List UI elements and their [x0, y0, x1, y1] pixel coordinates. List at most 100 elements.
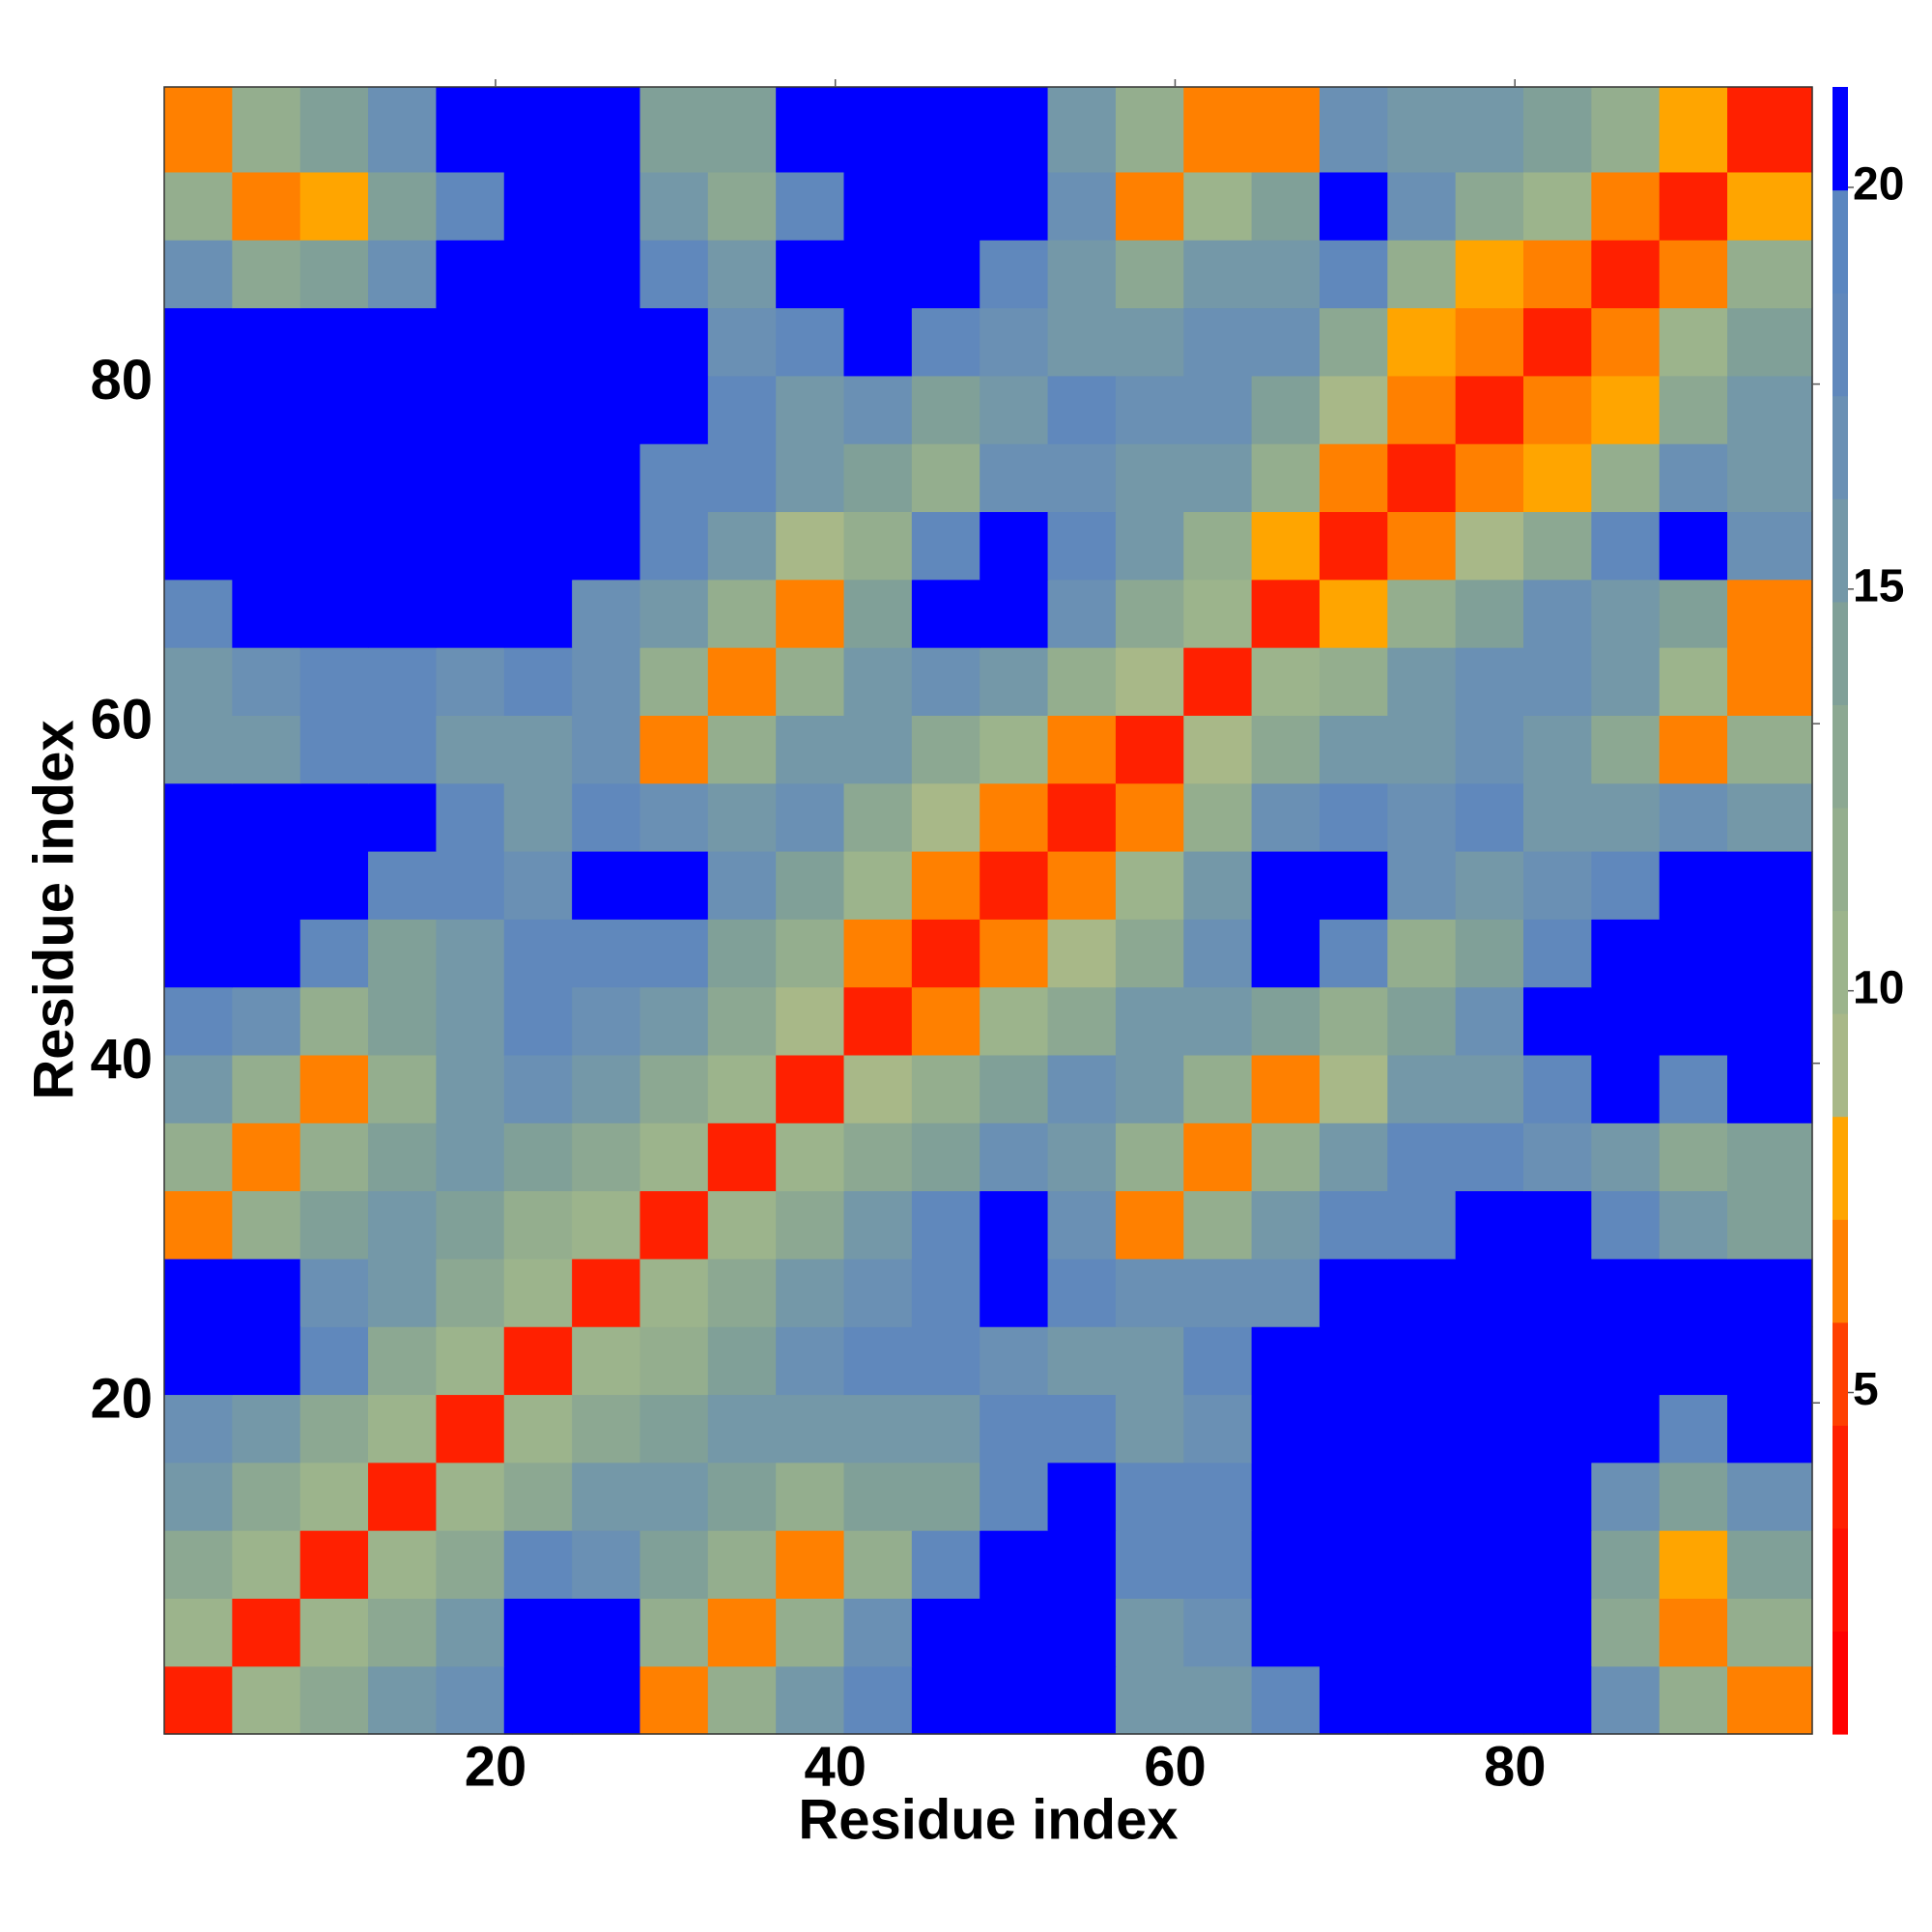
- heatmap-cell: [1319, 307, 1388, 377]
- heatmap-cell: [776, 171, 845, 241]
- heatmap-cell: [1183, 375, 1253, 444]
- heatmap-cell: [911, 579, 980, 648]
- heatmap-cell: [1319, 782, 1388, 852]
- heatmap-cell: [368, 511, 438, 581]
- heatmap-cell: [980, 1054, 1049, 1123]
- colorbar-segment: [1833, 1321, 1848, 1426]
- heatmap-cell: [368, 1326, 438, 1396]
- heatmap-cell: [911, 1462, 980, 1531]
- heatmap-cell: [1523, 1530, 1592, 1599]
- heatmap-cell: [1115, 579, 1184, 648]
- heatmap-cell: [1659, 1665, 1728, 1735]
- heatmap-cell: [1387, 1598, 1457, 1667]
- heatmap-cell: [776, 87, 845, 173]
- heatmap-cell: [776, 647, 845, 716]
- heatmap-cell: [232, 1326, 301, 1396]
- heatmap-cell: [1047, 443, 1117, 513]
- heatmap-cell: [776, 511, 845, 581]
- colorbar-segment: [1833, 1116, 1848, 1220]
- colorbar-segment: [1833, 807, 1848, 912]
- heatmap-cell: [1387, 87, 1457, 173]
- heatmap-cell: [1659, 443, 1728, 513]
- heatmap-cell: [572, 1598, 641, 1667]
- heatmap-cell: [1659, 1326, 1728, 1396]
- heatmap-cell: [1727, 919, 1813, 988]
- heatmap-cell: [843, 1394, 913, 1463]
- heatmap-cell: [368, 307, 438, 377]
- colorbar-tick-label: 5: [1853, 1364, 1879, 1415]
- heatmap-cell: [843, 1462, 913, 1531]
- heatmap-cell: [368, 1394, 438, 1463]
- heatmap-cell: [1727, 240, 1813, 309]
- heatmap-cell: [639, 919, 709, 988]
- heatmap-cell: [1047, 715, 1117, 784]
- heatmap-cell: [164, 511, 233, 581]
- heatmap-cell: [1659, 1190, 1728, 1260]
- heatmap-cell: [164, 375, 233, 444]
- heatmap-cell: [1727, 1054, 1813, 1123]
- heatmap-cell: [572, 240, 641, 309]
- heatmap-cell: [572, 715, 641, 784]
- heatmap-cell: [1591, 782, 1661, 852]
- heatmap-cell: [707, 1122, 777, 1192]
- heatmap-cell: [1591, 171, 1661, 241]
- heatmap-cells: [164, 87, 1813, 1735]
- heatmap-cell: [776, 1394, 845, 1463]
- heatmap-cell: [1455, 850, 1524, 920]
- heatmap-cell: [1047, 782, 1117, 852]
- heatmap-cell: [1251, 240, 1321, 309]
- heatmap-cell: [1319, 1598, 1388, 1667]
- heatmap-cell: [503, 1258, 573, 1327]
- heatmap-cell: [436, 171, 505, 241]
- heatmap-cell: [572, 1530, 641, 1599]
- heatmap-cell: [776, 986, 845, 1056]
- heatmap-cell: [1251, 715, 1321, 784]
- heatmap-cell: [299, 1394, 369, 1463]
- y-tick-label: 20: [90, 1368, 153, 1431]
- heatmap-cell: [1047, 1394, 1117, 1463]
- heatmap-cell: [1251, 1054, 1321, 1123]
- heatmap-cell: [639, 1122, 709, 1192]
- heatmap-cell: [1455, 919, 1524, 988]
- heatmap-cell: [299, 715, 369, 784]
- heatmap-cell: [1727, 1665, 1813, 1735]
- heatmap-cell: [1115, 1598, 1184, 1667]
- heatmap-cell: [980, 1326, 1049, 1396]
- heatmap-cell: [572, 171, 641, 241]
- heatmap-cell: [503, 1326, 573, 1396]
- heatmap-cell: [1115, 850, 1184, 920]
- heatmap-cell: [1591, 715, 1661, 784]
- heatmap-cell: [707, 1462, 777, 1531]
- heatmap-cell: [1183, 1258, 1253, 1327]
- heatmap-cell: [1251, 647, 1321, 716]
- heatmap-cell: [639, 443, 709, 513]
- heatmap-cell: [572, 1190, 641, 1260]
- heatmap-cell: [232, 307, 301, 377]
- heatmap-cell: [1455, 1122, 1524, 1192]
- heatmap-cell: [980, 1122, 1049, 1192]
- heatmap-cell: [1455, 1462, 1524, 1531]
- heatmap-cell: [639, 986, 709, 1056]
- heatmap-cell: [1455, 647, 1524, 716]
- heatmap-cell: [843, 850, 913, 920]
- heatmap-cell: [1727, 850, 1813, 920]
- heatmap-cell: [436, 1462, 505, 1531]
- heatmap-cell: [1251, 87, 1321, 173]
- heatmap-cell: [1047, 647, 1117, 716]
- heatmap-cell: [639, 647, 709, 716]
- heatmap-cell: [1319, 443, 1388, 513]
- heatmap-cell: [1591, 919, 1661, 988]
- heatmap-cell: [232, 1258, 301, 1327]
- heatmap-cell: [1183, 1665, 1253, 1735]
- heatmap-cell: [1455, 1665, 1524, 1735]
- heatmap-cell: [980, 782, 1049, 852]
- heatmap-cell: [1115, 1665, 1184, 1735]
- heatmap-cell: [164, 1665, 233, 1735]
- heatmap-cell: [1251, 919, 1321, 988]
- heatmap-cell: [164, 307, 233, 377]
- heatmap-cell: [1251, 1598, 1321, 1667]
- heatmap-cell: [707, 986, 777, 1056]
- heatmap-cell: [776, 1190, 845, 1260]
- heatmap-cell: [436, 443, 505, 513]
- heatmap-cell: [1727, 443, 1813, 513]
